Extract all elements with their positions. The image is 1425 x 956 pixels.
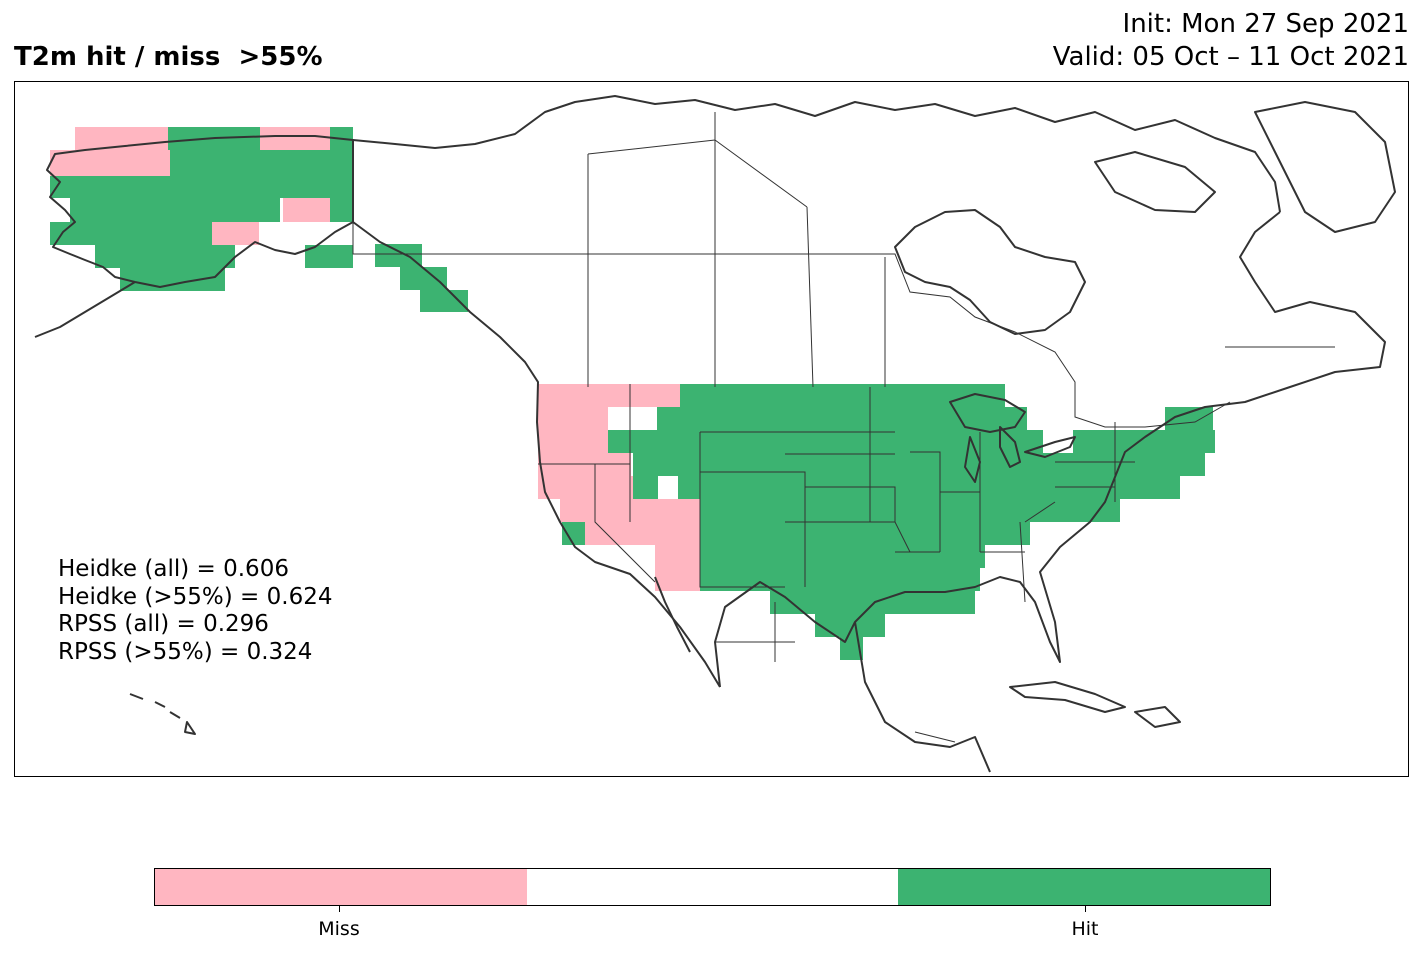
map-svg	[34, 95, 1396, 773]
colorbar-miss-segment	[155, 869, 527, 905]
skill-scores: Heidke (all) = 0.606 Heidke (>55%) = 0.6…	[58, 556, 332, 666]
hit-cell	[770, 591, 975, 614]
hit-cell	[608, 430, 633, 453]
hit-cell	[400, 267, 447, 290]
state-borders	[538, 384, 1135, 603]
init-date: Init: Mon 27 Sep 2021	[1122, 9, 1409, 39]
hit-cell	[70, 198, 280, 222]
hit-cell	[840, 637, 863, 660]
hit-cell	[657, 407, 1027, 430]
miss-cell	[538, 407, 608, 430]
map-title: T2m hit / miss >55%	[14, 42, 323, 72]
miss-cell	[283, 198, 330, 222]
hit-cell	[678, 476, 701, 499]
hit-cell	[700, 522, 1025, 545]
miss-cell	[608, 476, 633, 499]
heidke-all: Heidke (all) = 0.606	[58, 556, 289, 582]
map-panel	[14, 81, 1409, 777]
coastlines	[34, 95, 1396, 773]
colorbar-label-hit: Hit	[1071, 918, 1099, 940]
hit-cell	[633, 476, 658, 499]
rpss-55: RPSS (>55%) = 0.324	[58, 638, 313, 665]
colorbar-label-miss: Miss	[318, 918, 360, 940]
baja	[654, 576, 691, 653]
hit-cell	[305, 245, 353, 268]
hit-cell	[700, 499, 1120, 522]
pacific-coast	[352, 221, 721, 688]
miss-cell	[655, 545, 700, 568]
colorbar-neutral-segment	[526, 869, 899, 905]
hit-cell	[633, 453, 1073, 476]
miss-cell	[260, 127, 330, 150]
arctic-coast	[352, 95, 1281, 213]
hit-cell	[420, 290, 468, 312]
valid-date: Valid: 05 Oct – 11 Oct 2021	[1052, 42, 1409, 72]
alaska-coast	[46, 135, 354, 288]
colorbar-tick-hit	[1085, 906, 1086, 912]
miss-cell	[585, 522, 700, 545]
colorbar	[154, 868, 1271, 906]
hit-cell	[680, 384, 1005, 407]
colorbar-hit-segment	[898, 869, 1271, 905]
hit-cell	[700, 568, 990, 591]
miss-cell	[538, 430, 608, 453]
rpss-all: RPSS (all) = 0.296	[58, 611, 269, 637]
hit-cell	[815, 614, 885, 637]
hit-cell	[633, 430, 1043, 453]
hit-cell	[375, 244, 422, 267]
gulf-coast	[714, 211, 1386, 688]
neutral-cell	[980, 568, 1015, 593]
hit-cell	[1180, 430, 1215, 453]
hit-cell	[1145, 453, 1190, 476]
miss-cell	[538, 476, 631, 499]
miss-cell	[655, 568, 700, 591]
heidke-55: Heidke (>55%) = 0.624	[58, 583, 333, 610]
hit-cell	[120, 268, 225, 291]
colorbar-tick-miss	[339, 906, 340, 912]
miss-cell	[212, 222, 259, 245]
neutral-cell	[1030, 522, 1075, 577]
date-block: Init: Mon 27 Sep 2021 Valid: 05 Oct – 11…	[1053, 8, 1409, 74]
hit-cell	[95, 245, 235, 268]
hit-cell	[50, 176, 353, 198]
us-canada-border	[352, 222, 1231, 428]
miss-cell	[645, 384, 680, 407]
great-lakes	[949, 393, 1026, 433]
hit-cell	[170, 150, 353, 176]
miss-cell	[538, 384, 645, 407]
hit-cell	[562, 522, 585, 545]
hit-cell	[700, 545, 985, 568]
hit-cell	[50, 222, 212, 245]
caribbean	[1009, 681, 1126, 713]
hudson-bay	[894, 209, 1086, 335]
central-america	[854, 621, 991, 773]
hit-cell	[330, 198, 353, 222]
miss-cell	[80, 150, 170, 176]
borders	[352, 112, 1335, 743]
hawaii	[129, 693, 196, 735]
hit-cell	[1073, 430, 1213, 453]
